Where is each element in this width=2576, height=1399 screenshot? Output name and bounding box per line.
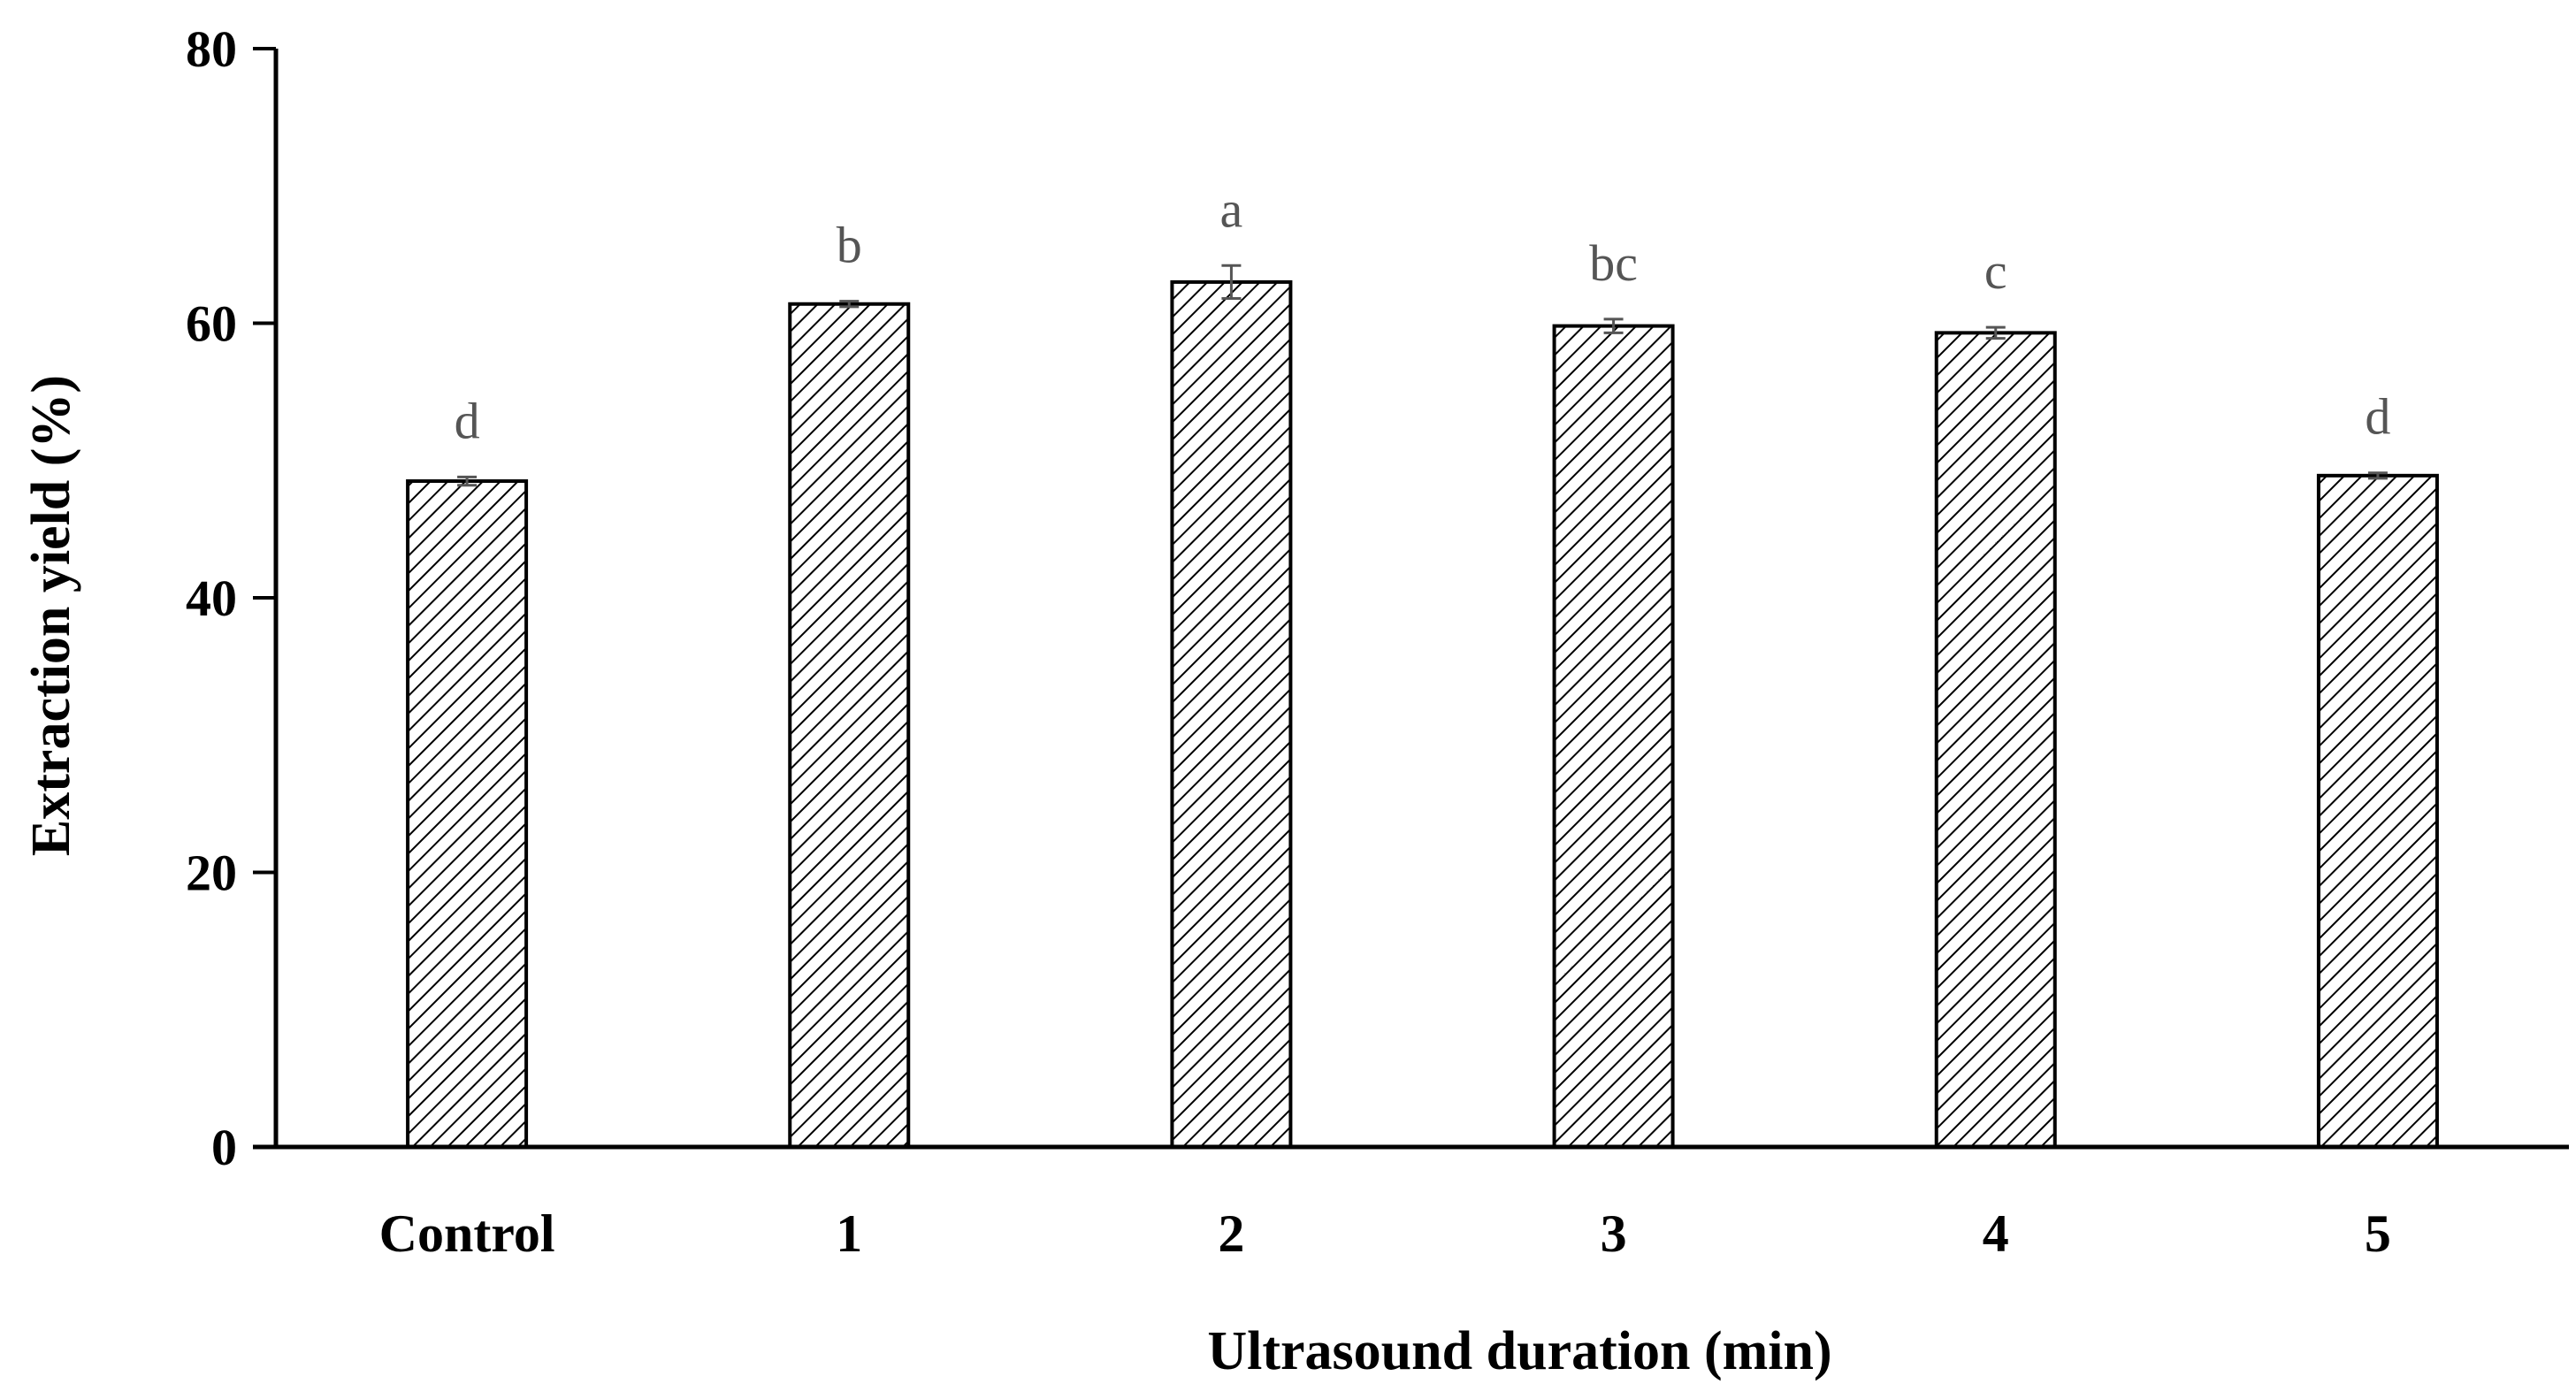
y-tick-label: 20 (186, 845, 237, 902)
significance-label: d (2365, 388, 2390, 446)
x-tick-label: Control (379, 1204, 555, 1263)
bar-1 (788, 302, 911, 1149)
x-tick-label: 3 (1601, 1204, 1627, 1263)
bar-5 (2316, 473, 2439, 1149)
bars-group (406, 279, 2439, 1150)
plot-area: d b a bc c d 0 20 40 60 80 Control 1 2 3 4 5 (186, 20, 2569, 1263)
x-tick-label: 5 (2365, 1204, 2391, 1263)
error-bars-group (457, 264, 2388, 487)
significance-label: a (1220, 180, 1243, 238)
significance-label: d (455, 392, 480, 449)
significance-label: b (837, 217, 862, 274)
x-tick-label: 4 (1983, 1204, 2009, 1263)
bar-4 (1934, 331, 2057, 1149)
significance-labels-group: d b a bc c d (455, 180, 2391, 449)
x-tick-label: 2 (1218, 1204, 1244, 1263)
significance-label: bc (1589, 234, 1638, 292)
bar-control (406, 479, 529, 1149)
y-ticks-group: 0 20 40 60 80 (186, 20, 276, 1176)
bar-3 (1552, 324, 1675, 1150)
x-ticks-group: Control 1 2 3 4 5 (379, 1204, 2391, 1263)
y-tick-label: 40 (186, 570, 237, 627)
significance-label: c (1984, 242, 2007, 300)
y-tick-label: 80 (186, 20, 237, 78)
bar-2 (1170, 279, 1293, 1149)
y-tick-label: 0 (211, 1119, 237, 1176)
x-tick-label: 1 (836, 1204, 862, 1263)
y-axis-title: Extraction yield (%) (21, 375, 81, 856)
y-tick-label: 60 (186, 295, 237, 353)
x-axis-title: Ultrasound duration (min) (1207, 1321, 1831, 1381)
